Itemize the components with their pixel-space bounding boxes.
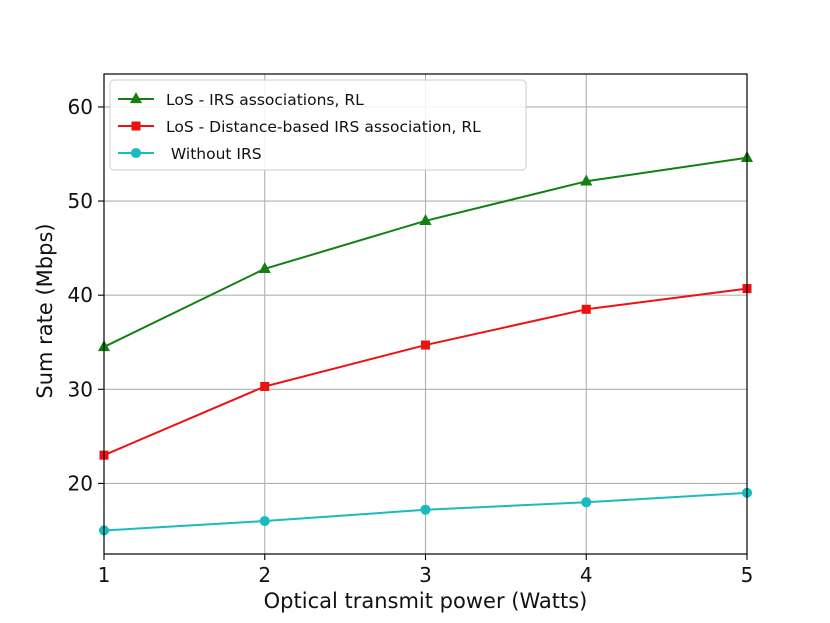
data-point bbox=[260, 381, 270, 391]
data-point bbox=[581, 497, 592, 508]
series-layer bbox=[97, 150, 754, 536]
y-tick-label: 30 bbox=[68, 377, 93, 401]
data-point bbox=[259, 515, 270, 527]
x-axis-label: Optical transmit power (Watts) bbox=[264, 589, 588, 613]
y-tick-label: 40 bbox=[68, 283, 93, 307]
data-point bbox=[420, 340, 431, 350]
legend-label: Without IRS bbox=[166, 145, 262, 163]
legend-item-2: LoS - Distance-based IRS association, RL bbox=[118, 118, 481, 136]
legend-marker bbox=[130, 147, 142, 159]
legend: LoS - IRS associations, RL LoS - Distance… bbox=[109, 79, 527, 171]
axis-ticks: 1 2 3 4 5 20 30 40 50 60 bbox=[68, 95, 754, 587]
x-tick-label: 5 bbox=[741, 563, 754, 587]
legend-box bbox=[109, 79, 527, 171]
legend-label: LoS - IRS associations, RL bbox=[166, 91, 364, 109]
y-tick-label: 20 bbox=[68, 471, 93, 495]
data-point bbox=[419, 214, 432, 226]
series-1 bbox=[97, 150, 754, 352]
x-tick-label: 4 bbox=[580, 563, 593, 587]
legend-item-3: Without IRS bbox=[118, 145, 262, 163]
legend-marker bbox=[129, 92, 143, 104]
data-point bbox=[258, 262, 271, 274]
y-axis-label: Sum rate (Mbps) bbox=[33, 223, 57, 398]
legend-label: LoS - Distance-based IRS association, RL bbox=[166, 118, 481, 136]
x-tick-label: 3 bbox=[419, 563, 432, 587]
legend-marker bbox=[131, 121, 141, 131]
data-point bbox=[420, 504, 431, 515]
legend-item-1: LoS - IRS associations, RL bbox=[118, 91, 364, 109]
x-tick-label: 1 bbox=[98, 563, 111, 587]
y-tick-label: 50 bbox=[68, 189, 93, 213]
x-tick-label: 2 bbox=[258, 563, 271, 587]
y-tick-label: 60 bbox=[68, 95, 93, 119]
data-point bbox=[581, 304, 591, 314]
data-point bbox=[580, 174, 593, 186]
